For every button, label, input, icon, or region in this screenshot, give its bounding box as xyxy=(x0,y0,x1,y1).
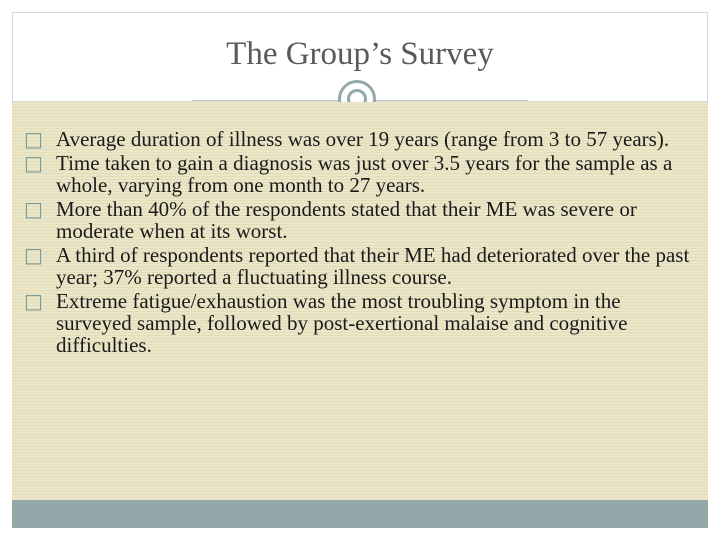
list-item: □ Time taken to gain a diagnosis was jus… xyxy=(24,152,694,196)
bullet-text: More than 40% of the respondents stated … xyxy=(56,197,637,243)
list-item: □ More than 40% of the respondents state… xyxy=(24,198,694,242)
list-item: □ Extreme fatigue/exhaustion was the mos… xyxy=(24,290,694,356)
bullet-box-icon: □ xyxy=(24,243,43,267)
bullet-box-icon: □ xyxy=(24,127,43,151)
slide-title: The Group’s Survey xyxy=(226,36,494,72)
list-item: □ Average duration of illness was over 1… xyxy=(24,128,694,150)
bullet-text: Time taken to gain a diagnosis was just … xyxy=(56,151,673,197)
bullet-box-icon: □ xyxy=(24,151,43,175)
bullet-text: Average duration of illness was over 19 … xyxy=(56,127,670,151)
bullet-box-icon: □ xyxy=(24,289,43,313)
bullet-list: □ Average duration of illness was over 1… xyxy=(24,128,694,358)
bullet-box-icon: □ xyxy=(24,197,43,221)
bullet-text: A third of respondents reported that the… xyxy=(56,243,690,289)
bullet-text: Extreme fatigue/exhaustion was the most … xyxy=(56,289,628,357)
list-item: □ A third of respondents reported that t… xyxy=(24,244,694,288)
content-panel xyxy=(12,102,708,500)
footer-bar xyxy=(12,500,708,528)
